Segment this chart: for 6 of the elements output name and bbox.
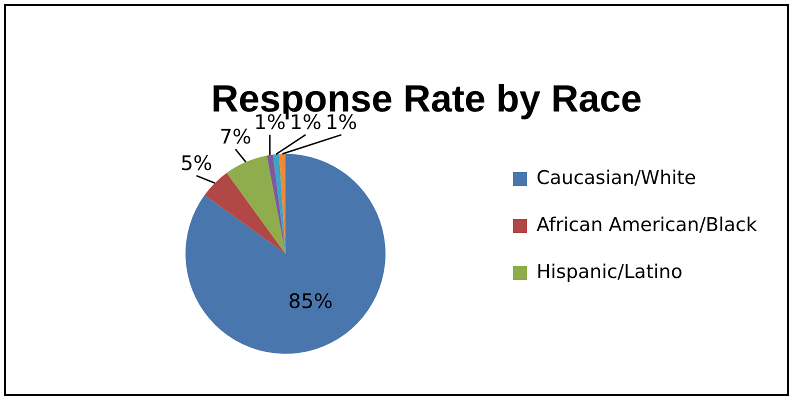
legend-label: Hispanic/Latino bbox=[536, 260, 682, 283]
legend-label: Caucasian/White bbox=[536, 166, 696, 189]
data-label: 7% bbox=[220, 124, 252, 148]
data-label: 5% bbox=[180, 150, 212, 175]
data-label: 85% bbox=[288, 289, 333, 314]
legend-label: African American/Black bbox=[536, 214, 758, 236]
